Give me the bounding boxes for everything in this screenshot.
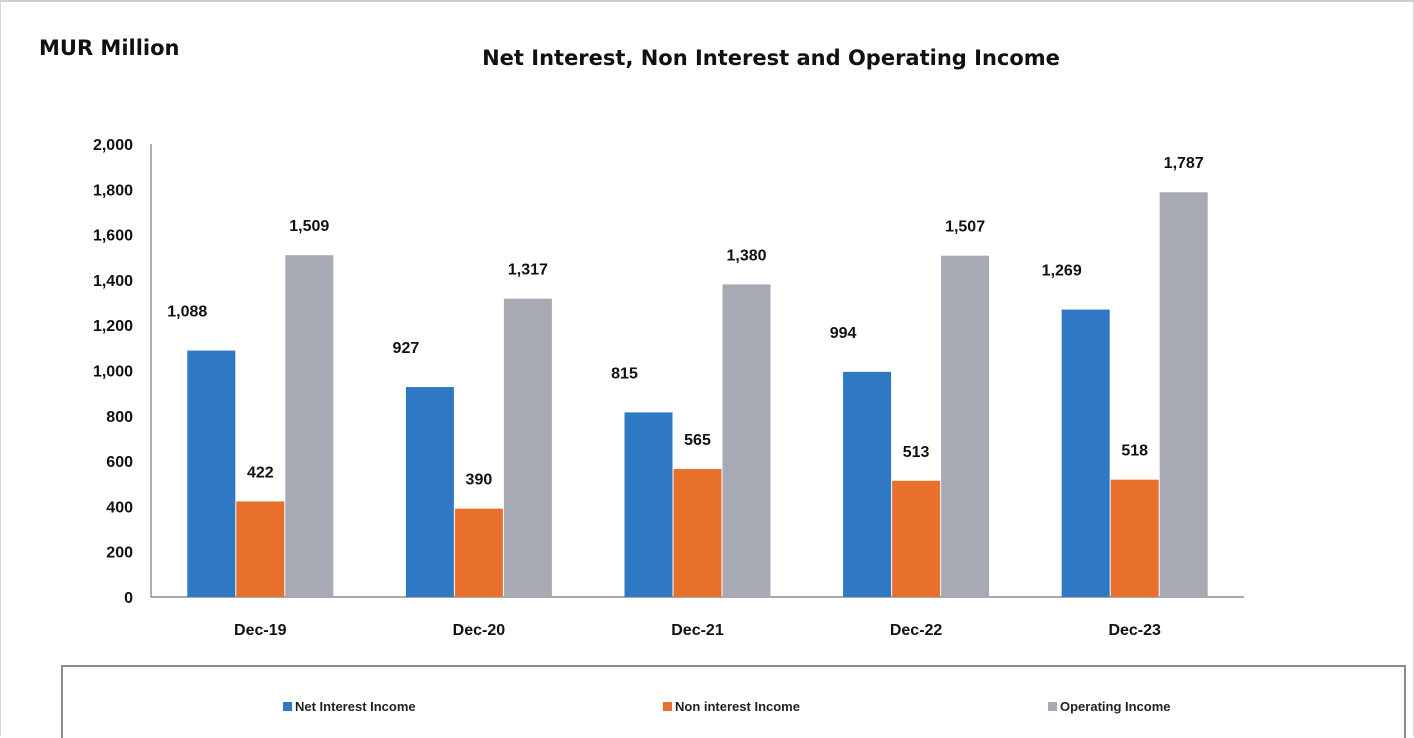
bar-net-interest-income	[843, 371, 892, 597]
bar-chart: 0 200 400 600 800 1,000 1,200 1,400 1,600 1,800 2,…	[93, 137, 1244, 639]
bar-non-interest-income	[673, 469, 722, 597]
legend-swatch-operating	[1048, 702, 1057, 711]
data-label: 565	[684, 432, 711, 449]
y-tick-label: 800	[106, 409, 133, 426]
bar-operating-income	[722, 284, 771, 597]
y-tick-label: 1,800	[93, 182, 133, 199]
data-label: 1,380	[726, 247, 766, 264]
y-tick-label: 1,400	[93, 273, 133, 290]
legend-swatch-non-interest	[663, 702, 672, 711]
data-label: 1,317	[508, 262, 548, 279]
bar-non-interest-income	[236, 501, 285, 597]
legend-item-net-interest-income: Net Interest Income	[283, 699, 416, 714]
y-tick-label: 600	[106, 454, 133, 471]
y-tick-label: 1,200	[93, 318, 133, 335]
data-label: 815	[611, 365, 638, 382]
data-label: 518	[1121, 443, 1148, 460]
bar-non-interest-income	[892, 480, 941, 597]
data-label: 390	[466, 472, 493, 489]
data-label: 1,507	[945, 219, 985, 236]
bar-net-interest-income	[1061, 309, 1110, 597]
y-tick-label: 1,000	[93, 364, 133, 381]
data-label: 1,088	[167, 304, 207, 321]
y-tick-label: 0	[124, 590, 133, 607]
x-category-label: Dec-19	[234, 622, 287, 639]
chart-title: Net Interest, Non Interest and Operating…	[482, 46, 1060, 70]
data-label: 513	[903, 444, 930, 461]
legend-swatch-net-interest	[283, 702, 292, 711]
x-category-label: Dec-23	[1108, 622, 1161, 639]
bar-non-interest-income	[1110, 479, 1159, 597]
legend-item-operating-income: Operating Income	[1048, 699, 1171, 714]
data-label: 1,509	[289, 218, 329, 235]
legend-label-net-interest: Net Interest Income	[295, 699, 416, 714]
legend-item-non-interest-income: Non interest Income	[663, 699, 800, 714]
data-label: 422	[247, 464, 274, 481]
y-tick-label: 2,000	[93, 137, 133, 154]
data-label: 927	[393, 340, 420, 357]
data-label: 994	[830, 325, 857, 342]
x-category-label: Dec-20	[453, 622, 506, 639]
x-category-label: Dec-21	[671, 622, 724, 639]
unit-label: MUR Million	[39, 36, 180, 60]
bar-operating-income	[503, 298, 552, 597]
data-label: 1,269	[1042, 263, 1082, 280]
y-tick-label: 1,600	[93, 228, 133, 245]
bar-non-interest-income	[454, 508, 503, 597]
y-tick-label: 400	[106, 499, 133, 516]
legend-label-non-interest: Non interest Income	[675, 699, 800, 714]
legend-label-operating: Operating Income	[1060, 699, 1171, 714]
legend: Net Interest Income Non interest Income …	[61, 665, 1406, 738]
bar-operating-income	[941, 255, 990, 598]
bar-net-interest-income	[405, 387, 454, 597]
data-label: 1,787	[1164, 155, 1204, 172]
bar-net-interest-income	[187, 350, 236, 597]
bar-net-interest-income	[624, 412, 673, 597]
bar-operating-income	[285, 255, 334, 598]
bar-operating-income	[1159, 192, 1208, 597]
y-tick-label: 200	[106, 545, 133, 562]
x-category-label: Dec-22	[890, 622, 943, 639]
